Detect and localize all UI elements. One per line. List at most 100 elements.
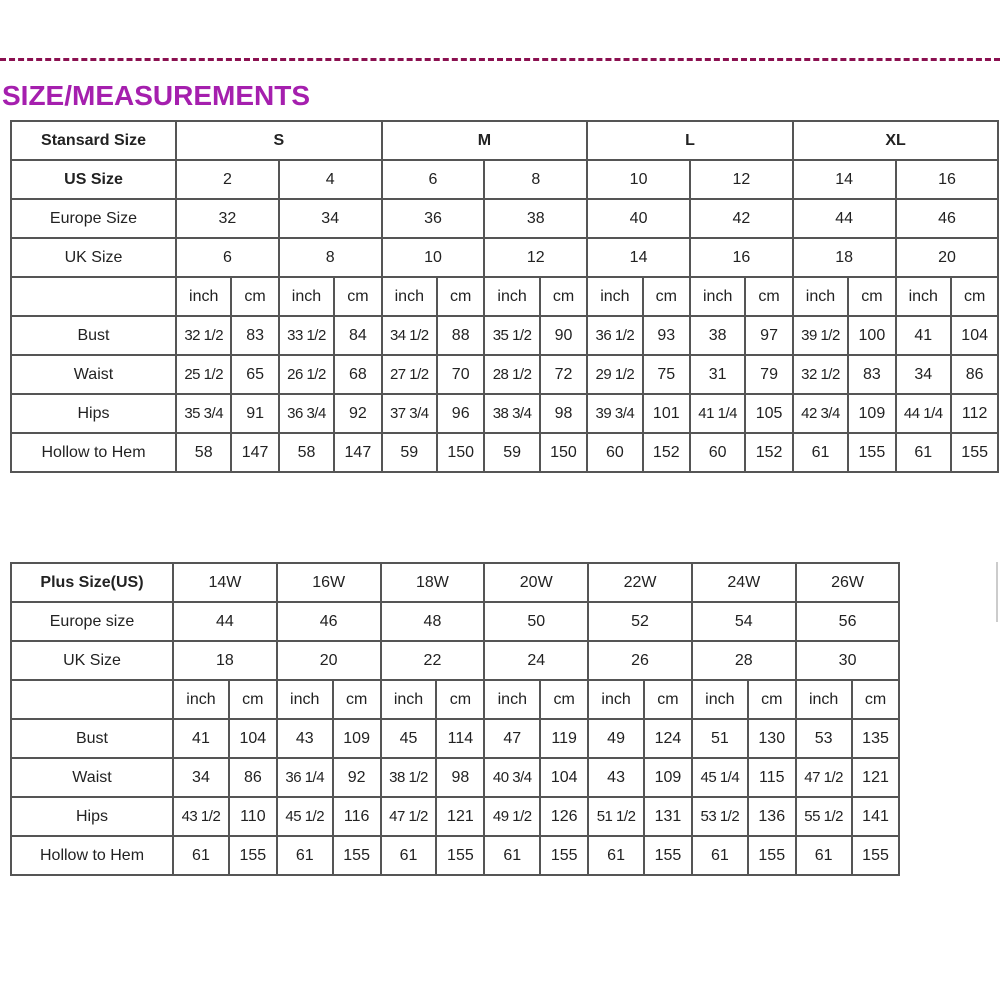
- table-cell: 58: [277, 432, 336, 473]
- unit-label: cm: [435, 679, 486, 720]
- unit-label: cm: [949, 276, 1000, 317]
- unit-label: inch: [587, 679, 646, 720]
- table-cell: 141: [850, 796, 901, 837]
- table-cell: 52: [587, 601, 693, 642]
- table-cell: 59: [380, 432, 439, 473]
- table-cell: 38: [483, 198, 589, 239]
- table-cell: 44 1/4: [894, 393, 952, 434]
- empty-cell: [10, 679, 174, 720]
- size-group-header: S: [175, 120, 383, 161]
- unit-label: cm: [435, 276, 486, 317]
- table-cell: 112: [949, 393, 1000, 434]
- size-group-header: XL: [791, 120, 1000, 161]
- table-cell: 97: [744, 315, 794, 356]
- table-cell: 155: [643, 835, 693, 876]
- table-cell: 109: [331, 718, 382, 759]
- table-cell: 58: [174, 432, 233, 473]
- size-group-header: L: [586, 120, 794, 161]
- table-cell: 25 1/2: [174, 354, 233, 395]
- unit-label: cm: [538, 276, 589, 317]
- table-cell: 152: [744, 432, 794, 473]
- table-cell: 29 1/2: [586, 354, 644, 395]
- table-cell: 115: [746, 757, 797, 798]
- table-cell: 56: [794, 601, 901, 642]
- unit-label: cm: [850, 679, 901, 720]
- table-cell: 92: [331, 757, 382, 798]
- table-cell: 131: [643, 796, 693, 837]
- table-cell: 155: [746, 835, 797, 876]
- table-cell: 33 1/2: [277, 315, 336, 356]
- table-cell: 60: [688, 432, 747, 473]
- table-cell: 104: [949, 315, 1000, 356]
- header-label: Plus Size(US): [10, 562, 174, 603]
- table-row: Hips 35 3/4 91 36 3/4 92 37 3/4 96 38 3/4 98 39 3…: [10, 393, 1000, 434]
- table-cell: 119: [539, 718, 590, 759]
- size-group-header: M: [380, 120, 589, 161]
- table-cell: 45 1/4: [690, 757, 749, 798]
- table-cell: 61: [894, 432, 952, 473]
- table-cell: 45 1/2: [275, 796, 334, 837]
- header-row: Stansard Size S M L XL: [10, 120, 1000, 161]
- table-cell: 92: [333, 393, 383, 434]
- table-cell: 55 1/2: [794, 796, 853, 837]
- table-cell: 152: [641, 432, 691, 473]
- row-label: US Size: [10, 159, 177, 200]
- row-label: Europe size: [10, 601, 174, 642]
- unit-label: inch: [794, 679, 853, 720]
- table-cell: 27 1/2: [380, 354, 439, 395]
- table-cell: 130: [746, 718, 797, 759]
- row-label: Bust: [10, 315, 177, 356]
- table-cell: 135: [850, 718, 901, 759]
- table-cell: 109: [643, 757, 693, 798]
- table-cell: 114: [435, 718, 486, 759]
- table-cell: 60: [586, 432, 644, 473]
- row-label: Hollow to Hem: [10, 835, 174, 876]
- row-label: Bust: [10, 718, 174, 759]
- table-cell: 2: [175, 159, 280, 200]
- table-cell: 8: [483, 159, 589, 200]
- table-cell: 150: [538, 432, 589, 473]
- table-cell: 20: [275, 640, 382, 681]
- table-cell: 42: [688, 198, 794, 239]
- table-cell: 72: [538, 354, 589, 395]
- table-cell: 65: [230, 354, 280, 395]
- table-cell: 38 3/4: [483, 393, 541, 434]
- unit-label: inch: [379, 679, 438, 720]
- unit-label: inch: [894, 276, 952, 317]
- header-label: Stansard Size: [10, 120, 177, 161]
- table-cell: 24: [483, 640, 590, 681]
- table-cell: 43 1/2: [172, 796, 230, 837]
- table-cell: 38: [688, 315, 747, 356]
- row-label: Hips: [10, 796, 174, 837]
- table-cell: 61: [791, 432, 850, 473]
- size-header: 26W: [794, 562, 901, 603]
- unit-label: cm: [643, 679, 693, 720]
- table-cell: 101: [641, 393, 691, 434]
- table-cell: 61: [690, 835, 749, 876]
- table-cell: 136: [746, 796, 797, 837]
- size-header: 20W: [483, 562, 590, 603]
- size-header: 14W: [172, 562, 278, 603]
- table-cell: 50: [483, 601, 590, 642]
- table-cell: 8: [277, 237, 383, 278]
- table-cell: 44: [791, 198, 897, 239]
- table-cell: 49 1/2: [483, 796, 542, 837]
- row-label: Europe Size: [10, 198, 177, 239]
- table-cell: 45: [379, 718, 438, 759]
- unit-label: cm: [230, 276, 280, 317]
- table-cell: 34: [894, 354, 952, 395]
- table-row: Bust 41 104 43 109 45 114 47 119 49 124 51 130 53 135: [10, 718, 901, 759]
- header-row: Plus Size(US) 14W 16W 18W 20W 22W 24W 26W: [10, 562, 901, 603]
- table-cell: 42 3/4: [791, 393, 850, 434]
- table-cell: 43: [587, 757, 646, 798]
- table-cell: 51: [690, 718, 749, 759]
- table-cell: 47: [483, 718, 542, 759]
- table-cell: 26 1/2: [277, 354, 336, 395]
- table-cell: 83: [847, 354, 897, 395]
- table-cell: 155: [847, 432, 897, 473]
- table-cell: 35 1/2: [483, 315, 541, 356]
- table-cell: 6: [380, 159, 486, 200]
- unit-label: cm: [227, 679, 278, 720]
- table-row: Bust 32 1/2 83 33 1/2 84 34 1/2 88 35 1/2 90 36 1…: [10, 315, 1000, 356]
- table-cell: 10: [586, 159, 691, 200]
